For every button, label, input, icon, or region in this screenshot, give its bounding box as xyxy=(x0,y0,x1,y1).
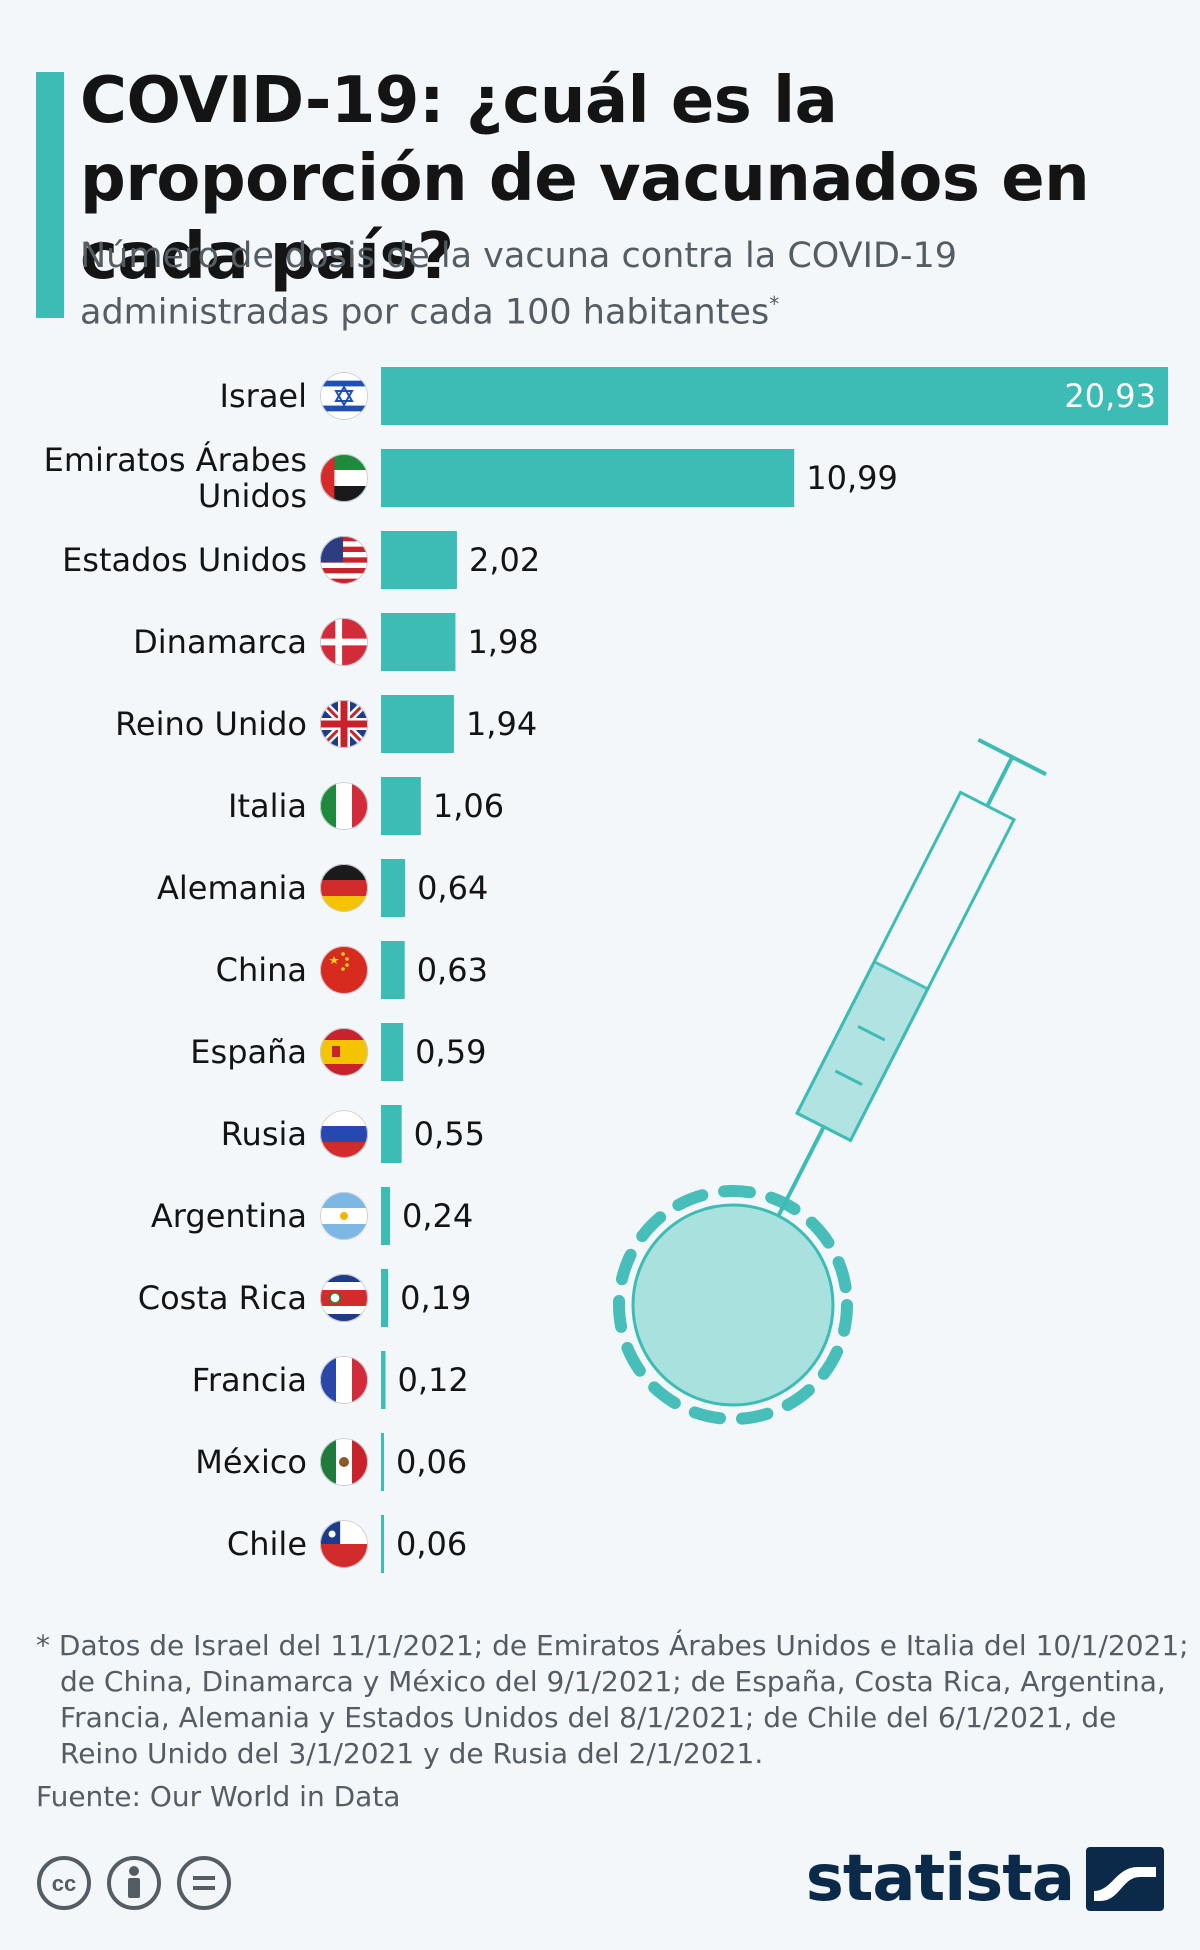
statista-brand[interactable]: statista xyxy=(806,1842,1164,1916)
bar xyxy=(381,1351,386,1409)
bar-chart: Israel 20,93 Emiratos Árabes Unidos 10,99 Est… xyxy=(44,367,1168,1573)
value-label: 1,06 xyxy=(433,787,504,825)
china-flag-icon xyxy=(320,946,368,994)
footnote: * Datos de Israel del 11/1/2021; de Emir… xyxy=(36,1629,1189,1770)
value-label: 0,24 xyxy=(402,1197,473,1235)
bar xyxy=(381,859,406,917)
value-label: 0,06 xyxy=(396,1525,467,1563)
bar xyxy=(381,531,457,589)
israel-flag-icon xyxy=(320,372,368,420)
category-label: Israel xyxy=(220,377,307,415)
brand-name: statista xyxy=(805,1842,1075,1916)
value-label: 0,19 xyxy=(400,1279,471,1317)
subtitle-asterisk: * xyxy=(769,292,780,316)
bar xyxy=(381,449,795,507)
value-label: 10,99 xyxy=(806,459,898,497)
page-title: COVID-19: ¿cuál es la proporción de vacu… xyxy=(80,64,1090,294)
license-icons: cc xyxy=(36,1855,232,1911)
bar xyxy=(381,1023,404,1081)
bar xyxy=(381,941,405,999)
denmark-flag-icon xyxy=(320,618,368,666)
category-label: Alemania xyxy=(157,869,307,907)
uk-flag-icon xyxy=(320,700,368,748)
attribution-icon[interactable] xyxy=(106,1855,162,1911)
value-label: 1,98 xyxy=(467,623,538,661)
category-label: Chile xyxy=(227,1525,307,1563)
value-label: 0,06 xyxy=(396,1443,467,1481)
source-text: Fuente: Our World in Data xyxy=(36,1780,401,1813)
category-label: China xyxy=(216,951,307,989)
bar xyxy=(381,777,421,835)
usa-flag-icon xyxy=(320,536,368,584)
title-accent-bar xyxy=(36,72,64,318)
category-label: Costa Rica xyxy=(138,1279,307,1317)
bar xyxy=(381,1105,402,1163)
germany-flag-icon xyxy=(320,864,368,912)
france-flag-icon xyxy=(320,1356,368,1404)
category-label: México xyxy=(195,1443,307,1481)
mexico-flag-icon xyxy=(320,1438,368,1486)
russia-flag-icon xyxy=(320,1110,368,1158)
category-label: Dinamarca xyxy=(133,623,307,661)
argentina-flag-icon xyxy=(320,1192,368,1240)
uae-flag-icon xyxy=(320,454,368,502)
syringe-illustration xyxy=(613,737,1047,1425)
value-label: 0,55 xyxy=(414,1115,485,1153)
spain-flag-icon xyxy=(320,1028,368,1076)
category-label: Rusia xyxy=(221,1115,307,1153)
bar xyxy=(381,1433,384,1491)
category-label: Argentina xyxy=(151,1197,307,1235)
value-label: 0,12 xyxy=(398,1361,469,1399)
category-label: Francia xyxy=(192,1361,307,1399)
value-label: 1,94 xyxy=(466,705,537,743)
chile-flag-icon xyxy=(320,1520,368,1568)
bar xyxy=(381,613,456,671)
bar xyxy=(381,695,454,753)
bar xyxy=(381,1187,391,1245)
subtitle-text: Número de dosis de la vacuna contra la C… xyxy=(80,236,958,333)
statista-logo-icon xyxy=(1086,1847,1164,1911)
svg-text:cc: cc xyxy=(52,1871,76,1896)
value-label: 0,64 xyxy=(417,869,488,907)
costa-rica-flag-icon xyxy=(320,1274,368,1322)
no-derivatives-icon[interactable] xyxy=(176,1855,232,1911)
bars-group: Israel 20,93 Emiratos Árabes Unidos 10,99 Est… xyxy=(44,367,1168,1573)
category-label: Estados Unidos xyxy=(62,541,307,579)
category-label: España xyxy=(190,1033,307,1071)
bar xyxy=(381,1269,389,1327)
value-label: 0,59 xyxy=(415,1033,486,1071)
value-label: 2,02 xyxy=(469,541,540,579)
category-label: Reino Unido xyxy=(115,705,307,743)
value-label: 0,63 xyxy=(417,951,488,989)
category-label: Emiratos Árabes Unidos xyxy=(44,441,307,515)
cc-icon[interactable]: cc xyxy=(36,1855,92,1911)
value-label: 20,93 xyxy=(1064,377,1156,415)
bar xyxy=(381,1515,384,1573)
bar xyxy=(381,367,1168,425)
category-label: Italia xyxy=(228,787,307,825)
italy-flag-icon xyxy=(320,782,368,830)
page-subtitle: Número de dosis de la vacuna contra la C… xyxy=(80,232,1180,337)
